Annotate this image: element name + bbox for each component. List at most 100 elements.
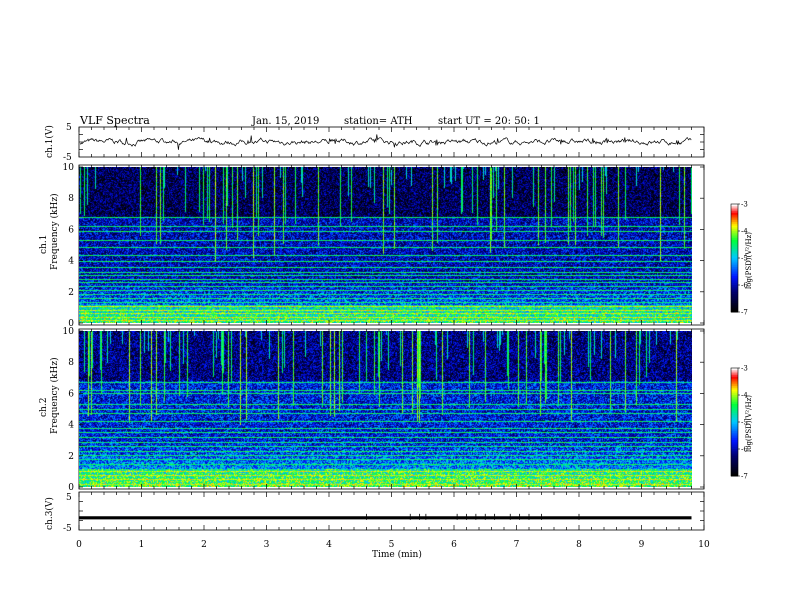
ch1-spectrogram-colorbar-cell xyxy=(731,290,738,293)
ch2-colorbar-label: log(PSD)(V²/Hz) xyxy=(745,395,753,452)
time-tick-label: 2 xyxy=(201,540,207,550)
ch1-spectrogram-ytick-label: 8 xyxy=(68,194,74,204)
ch1-spectrogram-colorbar-cell xyxy=(731,222,738,225)
ch2-spectrogram-colorbar-cell xyxy=(731,400,738,403)
ch2-spectrogram-colorbar-cell xyxy=(731,463,738,466)
ch1-spectrogram-ytick-label: 10 xyxy=(63,163,75,173)
ch2-spectrogram-colorbar-cell xyxy=(731,441,738,445)
time-tick-label: 0 xyxy=(76,540,82,550)
ch2-spectrogram-colorbar-cell xyxy=(731,461,738,464)
ch2-spectrogram-colorbar-cell xyxy=(731,387,738,391)
ch2-spectrogram-colorbar-cell xyxy=(731,429,738,432)
ch1-waveform-ylabel: ch.1(V) xyxy=(44,125,55,158)
ch2-spectrogram-colorbar-cell xyxy=(731,404,738,407)
ch1-spectrogram-colorbar-cell xyxy=(731,252,738,255)
ch2-spectrogram-colorbar-cell xyxy=(731,425,738,428)
ch1-spectrogram-colorbar-cell xyxy=(731,209,738,212)
ch1-spectrogram-colorbar-cell xyxy=(731,205,738,209)
ch2-spectrogram-colorbar-cell xyxy=(731,402,738,405)
ch1-spectrogram-colorbar-cell xyxy=(731,204,738,207)
ch1-spectrogram-colorbar-tick-label: -3 xyxy=(741,201,748,209)
ch3-signal-panel: 5 -5 ch.3(V) Time (min) xyxy=(44,491,705,560)
time-tick-label: 9 xyxy=(639,540,645,550)
ch2-spectrogram-ytick-label: 8 xyxy=(68,358,74,368)
ch2-spectrogram-colorbar-cell xyxy=(731,409,738,412)
ch1-spectrogram-colorbar-cell xyxy=(731,241,738,245)
ch3-ytick-bottom: -5 xyxy=(63,524,72,534)
ch2-spectrogram-ytick-label: 6 xyxy=(68,389,74,399)
ch1-spectrogram-colorbar-cell xyxy=(731,276,738,279)
ch1-spectrogram-colorbar-cell xyxy=(731,286,738,290)
ch1-spectrogram-colorbar-cell xyxy=(731,299,738,302)
ch1-spectrogram-colorbar-cell xyxy=(731,232,738,236)
ch1-spectrogram-colorbar-cell xyxy=(731,256,738,259)
ch2-spectrogram-colorbar-cell xyxy=(731,395,738,398)
ch2-spectrogram-channel-label: ch.2 xyxy=(39,398,49,417)
ch2-spectrogram-colorbar-cell xyxy=(731,452,738,455)
ch1-spectrogram-colorbar-cell xyxy=(731,227,738,230)
ch2-spectrogram-colorbar-cell xyxy=(731,465,738,468)
ch2-spectrogram-colorbar-cell xyxy=(731,380,738,383)
ch2-spectrogram-colorbar-cell xyxy=(731,411,738,414)
ch1-spectrogram-ytick-label: 0 xyxy=(68,319,74,329)
ch2-spectrogram-image xyxy=(79,331,692,487)
ch1-spectrogram-colorbar-cell xyxy=(731,261,738,264)
ch2-spectrogram-colorbar-tick-label: -7 xyxy=(741,473,748,481)
ch1-spectrogram-colorbar-cell xyxy=(731,272,738,275)
ch2-spectrogram-colorbar-cell xyxy=(731,447,738,450)
ch2-spectrogram-colorbar-cell xyxy=(731,391,738,394)
ch1-spectrogram-colorbar-cell xyxy=(731,250,738,254)
ch1-spectrogram-colorbar-cell xyxy=(731,281,738,284)
ch2-spectrogram-colorbar-cell xyxy=(731,445,738,448)
ch1-ytick-bottom: -5 xyxy=(63,153,72,163)
ch1-spectrogram-colorbar-cell xyxy=(731,254,738,257)
ch1-spectrogram-colorbar-tick-label: -6 xyxy=(741,282,748,290)
ch1-spectrogram-colorbar-cell xyxy=(731,220,738,223)
ch1-spectrogram-colorbar-cell xyxy=(731,308,738,311)
time-axis-label: Time (min) xyxy=(372,549,422,560)
ch1-spectrogram-colorbar-cell xyxy=(731,213,738,216)
ch2-spectrogram-colorbar-cell xyxy=(731,393,738,396)
ch2-spectrogram-ytick-label: 10 xyxy=(63,327,75,337)
ch1-spectrogram-ytick-label: 2 xyxy=(68,288,74,298)
ch1-spectrogram-colorbar-cell xyxy=(731,249,738,252)
ch2-spectrogram-ytick-label: 4 xyxy=(68,421,74,431)
ch2-spectrogram-colorbar-cell xyxy=(731,413,738,416)
ch1-spectrogram-colorbar-tick-label: -5 xyxy=(741,255,748,263)
ch2-spectrogram-colorbar-cell xyxy=(731,423,738,427)
ch1-spectrogram-colorbar-cell xyxy=(731,265,738,268)
ch1-spectrogram-colorbar-cell xyxy=(731,295,738,299)
time-tick-label: 6 xyxy=(451,540,457,550)
ch1-spectrogram-colorbar-cell xyxy=(731,231,738,234)
ch2-spectrogram-colorbar-cell xyxy=(731,377,738,380)
ch1-spectrogram-colorbar-cell xyxy=(731,259,738,263)
time-tick-label: 5 xyxy=(389,540,395,550)
time-tick-label: 1 xyxy=(139,540,145,550)
time-tick-label: 8 xyxy=(576,540,582,550)
ch2-spectrogram-colorbar-cell xyxy=(731,443,738,446)
ch1-spectrogram-colorbar-cell xyxy=(731,288,738,291)
ch2-spectrogram-colorbar-cell xyxy=(731,438,738,441)
ch1-spectrogram-colorbar-tick-label: -4 xyxy=(741,228,748,236)
ch1-spectrogram-ytick-label: 4 xyxy=(68,257,74,267)
ch1-spectrogram-ylabel: Frequency (kHz) xyxy=(49,193,60,270)
ch2-spectrogram-colorbar-cell xyxy=(731,458,738,461)
ch2-spectrogram-colorbar-cell xyxy=(731,420,738,423)
ch1-ytick-top: 5 xyxy=(66,123,72,133)
ch2-spectrogram-colorbar-cell xyxy=(731,450,738,454)
ch2-spectrogram-colorbar-cell xyxy=(731,384,738,387)
ch2-spectrogram-colorbar-cell xyxy=(731,405,738,409)
ch1-spectrogram-colorbar-cell xyxy=(731,270,738,273)
ch1-spectrogram-colorbar-cell xyxy=(731,243,738,246)
ch2-spectrogram-colorbar-cell xyxy=(731,436,738,439)
ch1-spectrogram-colorbar-cell xyxy=(731,240,738,243)
ch2-spectrogram-colorbar-cell xyxy=(731,474,738,477)
ch1-spectrogram-image xyxy=(79,167,692,323)
start-time-label: start UT = 20: 50: 1 xyxy=(438,116,540,127)
time-tick-label: 10 xyxy=(698,540,710,550)
tick-marks xyxy=(78,127,705,530)
ch2-spectrogram-colorbar-cell xyxy=(731,427,738,430)
ch1-spectrogram-colorbar-cell xyxy=(731,207,738,210)
